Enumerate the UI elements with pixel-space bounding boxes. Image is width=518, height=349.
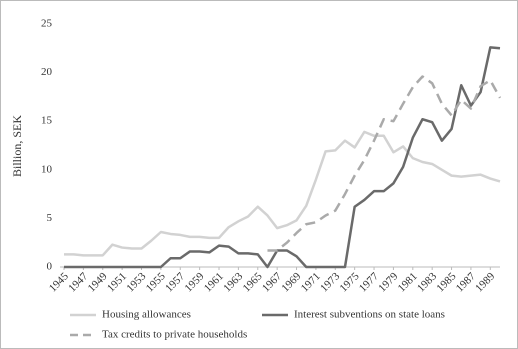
legend-label: Housing allowances xyxy=(102,309,191,321)
y-tick-label: 15 xyxy=(41,115,53,127)
y-tick-label: 0 xyxy=(47,261,53,273)
y-axis-label: Billion, SEK xyxy=(10,115,24,177)
y-tick-label: 25 xyxy=(41,18,53,30)
legend-label: Tax credits to private households xyxy=(102,329,247,341)
y-tick-label: 5 xyxy=(47,212,53,224)
y-tick-label: 10 xyxy=(41,163,53,175)
legend-label: Interest subventions on state loans xyxy=(294,309,445,321)
series-line xyxy=(64,130,501,257)
y-tick-label: 20 xyxy=(41,66,53,78)
series-line xyxy=(64,46,501,269)
series-line xyxy=(267,75,502,252)
